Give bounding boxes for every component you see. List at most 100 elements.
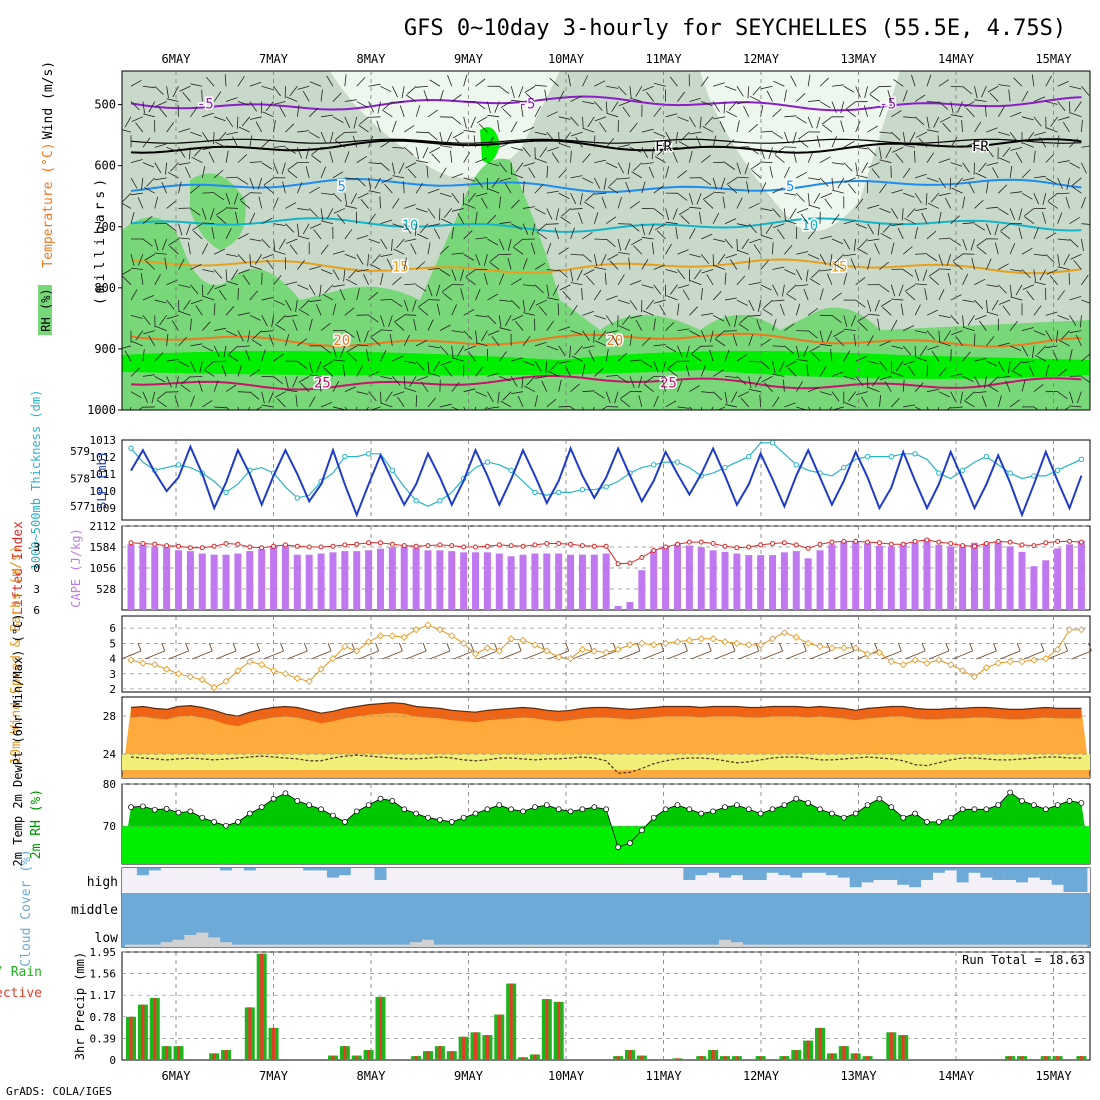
wind-barb — [861, 396, 868, 408]
wind-barb — [356, 344, 369, 347]
wind-barb — [561, 208, 571, 217]
wind-barb — [185, 223, 191, 236]
rh2m-point — [555, 806, 562, 813]
li-point — [235, 541, 241, 547]
wind-barb — [819, 330, 824, 343]
cloud-high-bar — [873, 868, 886, 880]
wind-barb — [1021, 192, 1033, 200]
wind-barb — [562, 290, 571, 301]
li-tick-label: 3 — [33, 583, 40, 596]
wind-barb — [320, 345, 331, 354]
wind-barb — [807, 307, 819, 316]
wind-barb — [439, 192, 452, 198]
wind-barb-10m — [398, 642, 403, 652]
wind-barb — [190, 208, 201, 216]
wind-barb — [178, 237, 191, 240]
wind-barb — [201, 243, 209, 255]
wind-barb — [665, 321, 675, 331]
wind-barb — [938, 158, 951, 163]
cloud-high-bar — [243, 868, 256, 871]
wind-barb — [403, 299, 409, 312]
wind-barb — [624, 238, 631, 251]
precip-convective-bar — [165, 1046, 169, 1060]
wind-barb — [727, 184, 738, 194]
wind-barb — [1045, 364, 1050, 377]
wind-barb — [807, 229, 817, 240]
wind-barb — [380, 85, 392, 93]
wind-barb — [989, 92, 999, 102]
wind-barb — [122, 276, 132, 286]
wind-barb — [882, 223, 892, 233]
wind-barb — [261, 349, 266, 362]
wind-barb — [1022, 142, 1035, 148]
wind-barb — [879, 284, 890, 293]
precip-convective-bar — [616, 1056, 620, 1060]
wind-barb — [487, 114, 500, 118]
wind-barb — [926, 364, 929, 377]
wind-speed-point — [733, 639, 741, 647]
wind-barb — [237, 288, 239, 301]
wind-barb — [143, 113, 155, 118]
isotherm-line — [130, 332, 1082, 348]
cloud-low-bar — [315, 944, 328, 947]
wind-barb — [352, 135, 358, 148]
x-label-top: 8MAY — [357, 52, 387, 66]
wind-barb — [316, 360, 322, 373]
wind-barb — [316, 304, 322, 316]
wind-barb — [451, 406, 460, 410]
wind-barb — [895, 153, 904, 163]
wind-barb — [130, 79, 142, 87]
rh2m-point — [757, 810, 764, 817]
wind-barb — [332, 359, 345, 362]
li-point — [187, 545, 193, 551]
wind-barb — [353, 116, 358, 129]
wind-barb-10m — [969, 642, 974, 652]
wind-barb — [724, 139, 735, 148]
wind-barb — [632, 162, 643, 172]
wind-barb — [944, 197, 952, 209]
wind-barb — [522, 258, 528, 270]
wind-barb — [955, 335, 963, 347]
wind-barb-10m — [904, 650, 926, 660]
wind-barb — [726, 111, 738, 118]
isotherm-label: 5 — [338, 179, 346, 195]
wind-barb — [891, 345, 904, 349]
isotherm-label: 20 — [333, 333, 350, 349]
wind-barb — [172, 86, 179, 98]
wind-barb — [700, 406, 703, 410]
wind-barb — [359, 116, 369, 125]
wind-barb — [1075, 334, 1082, 347]
wind-barb — [537, 223, 548, 232]
wind-barb-10m — [731, 642, 736, 652]
cloud-high-bar — [1063, 868, 1076, 892]
rh2m-point — [282, 790, 289, 797]
cloud-high-bar — [814, 868, 827, 873]
cape-bar — [994, 541, 1002, 610]
wind-barb — [225, 193, 231, 205]
wind-barb — [202, 146, 215, 150]
wind-barb — [439, 89, 444, 102]
isotherm-line — [130, 95, 1082, 112]
wind-barb — [228, 345, 239, 355]
wind-barb — [853, 238, 857, 251]
wind-barb — [962, 177, 975, 181]
wind-barb — [807, 151, 814, 163]
wind-speed-point — [662, 639, 670, 647]
wind-barb — [302, 90, 310, 102]
thickness-point — [793, 462, 799, 468]
cloud-high-bar — [849, 868, 862, 888]
wind-barb — [748, 147, 759, 155]
rh2m-tick-label: 80 — [103, 778, 116, 791]
run-total-label: Run Total = 18.63 — [962, 953, 1085, 967]
cape-tick-label: 2112 — [90, 520, 117, 533]
wind-barb — [867, 223, 875, 235]
wind-barb — [989, 376, 999, 385]
cape-bar — [198, 553, 206, 610]
precip-convective-bar — [153, 997, 157, 1060]
x-label-bottom: 7MAY — [259, 1069, 289, 1083]
wind-barb — [1061, 330, 1070, 340]
wind-barb — [740, 397, 750, 408]
wind-barb — [161, 238, 168, 251]
wind-barb — [643, 376, 654, 384]
cloud-high-bar — [742, 868, 755, 880]
